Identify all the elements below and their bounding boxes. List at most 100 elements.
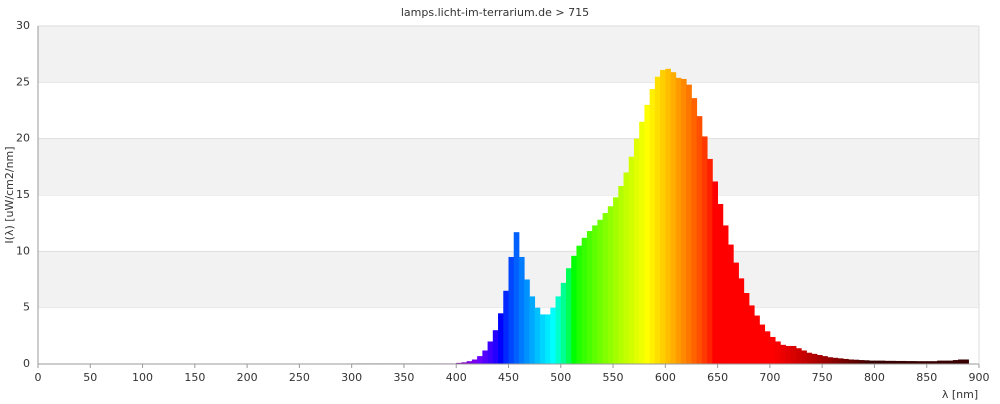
spectrum-bar (884, 360, 891, 364)
spectrum-bar (764, 331, 771, 364)
spectrum-bar (701, 136, 708, 364)
spectrum-bar (477, 356, 483, 364)
spectrum-bar (790, 345, 797, 364)
spectrum-bar (487, 341, 494, 364)
spectrum-bar (743, 293, 750, 364)
spectrum-bar (466, 361, 473, 364)
spectrum-bar (571, 255, 577, 364)
spectrum-bar (916, 361, 922, 364)
x-tick-label: 850 (916, 371, 937, 384)
x-tick-label: 100 (132, 371, 153, 384)
spectrum-bar (529, 296, 536, 364)
spectrum-bar (560, 282, 567, 364)
x-tick-label: 750 (812, 371, 833, 384)
spectrum-bar (534, 307, 541, 364)
spectrum-bar (660, 69, 666, 364)
spectrum-bar (498, 313, 504, 364)
spectrum-bar (911, 361, 917, 364)
x-axis-label: λ [nm] (942, 388, 978, 400)
spectrum-bar (524, 279, 530, 364)
spectrum-bar (633, 138, 640, 364)
spectrum-bar (607, 206, 614, 364)
spectrum-bar (482, 350, 488, 364)
spectrum-bar (958, 359, 964, 364)
spectrum-bar (665, 68, 671, 365)
spectrum-bar (942, 360, 949, 364)
x-tick-label: 600 (655, 371, 676, 384)
spectrum-bar (895, 360, 901, 364)
spectrum-bar (926, 361, 933, 364)
y-tick-label: 10 (16, 244, 30, 257)
spectrum-bar (675, 77, 682, 365)
spectrum-bar (654, 76, 661, 364)
spectrum-bar (733, 262, 739, 364)
spectrum-bar (848, 359, 854, 364)
spectrum-bar (550, 307, 556, 364)
spectrum-bar (555, 296, 562, 364)
spectrum-bar (644, 104, 651, 364)
spectrum-bar (597, 219, 603, 364)
x-tick-label: 0 (35, 371, 42, 384)
x-tick-label: 800 (864, 371, 885, 384)
spectrum-bar (837, 358, 844, 364)
spectrum-bar (869, 360, 875, 364)
spectrum-bar (931, 361, 938, 364)
spectrum-bar (858, 360, 865, 364)
spectrum-bar (811, 353, 818, 364)
spectrum-bar (796, 348, 802, 364)
spectrum-bar (952, 360, 959, 364)
y-tick-label: 25 (16, 75, 30, 88)
spectrum-bar (696, 116, 703, 364)
spectrum-bar (471, 359, 478, 364)
spectrum-bar (863, 360, 870, 364)
spectrum-bar (518, 256, 525, 364)
spectrum-bar (963, 359, 969, 364)
grid-band (38, 26, 979, 83)
spectrum-bar (822, 356, 828, 364)
spectrum-bar (639, 121, 645, 365)
chart-title: lamps.licht-im-terrarium.de > 715 (401, 6, 589, 19)
spectrum-bar (827, 357, 834, 364)
spectrum-bar (628, 156, 635, 364)
spectrum-bar (769, 336, 776, 364)
spectrum-bar (879, 360, 886, 364)
spectrum-bar (513, 232, 520, 364)
x-tick-label: 900 (969, 371, 990, 384)
y-tick-label: 0 (23, 357, 30, 370)
spectrum-bar (576, 245, 583, 364)
x-tick-label: 200 (237, 371, 258, 384)
spectrum (351, 68, 969, 365)
x-tick-label: 300 (341, 371, 362, 384)
spectrum-bar (691, 98, 698, 365)
spectrum-bar (785, 345, 792, 364)
spectrum-bar (602, 213, 609, 364)
spectrum-bar (456, 362, 462, 364)
spectrum-bar (905, 361, 912, 364)
spectrum-bar (832, 357, 839, 364)
spectrum-bar (759, 324, 766, 364)
spectrum-bar (853, 359, 860, 364)
spectrum-bar (503, 290, 509, 364)
x-tick-label: 650 (707, 371, 728, 384)
x-tick-label: 50 (83, 371, 97, 384)
spectrum-bar (900, 360, 907, 364)
spectrum-bar (738, 278, 745, 364)
spectrum-bar (492, 330, 499, 364)
spectrum-bar (592, 225, 598, 364)
spectrum-bar (545, 314, 551, 364)
y-tick-label: 5 (23, 301, 30, 314)
spectrum-bar (722, 225, 729, 364)
spectrum-bar (461, 362, 468, 364)
y-axis-label: I(λ) [uW/cm2/nm] (3, 146, 16, 243)
x-tick-label: 150 (184, 371, 205, 384)
x-tick-label: 350 (393, 371, 414, 384)
spectrum-bar (890, 360, 896, 364)
spectrum-bar (874, 360, 881, 364)
spectrum-bar (623, 172, 630, 364)
spectrum-bar (670, 72, 677, 365)
spectrum-bar (613, 197, 619, 364)
x-tick-label: 250 (289, 371, 310, 384)
spectrum-bar (947, 360, 954, 364)
spectrum-bar (717, 204, 724, 364)
